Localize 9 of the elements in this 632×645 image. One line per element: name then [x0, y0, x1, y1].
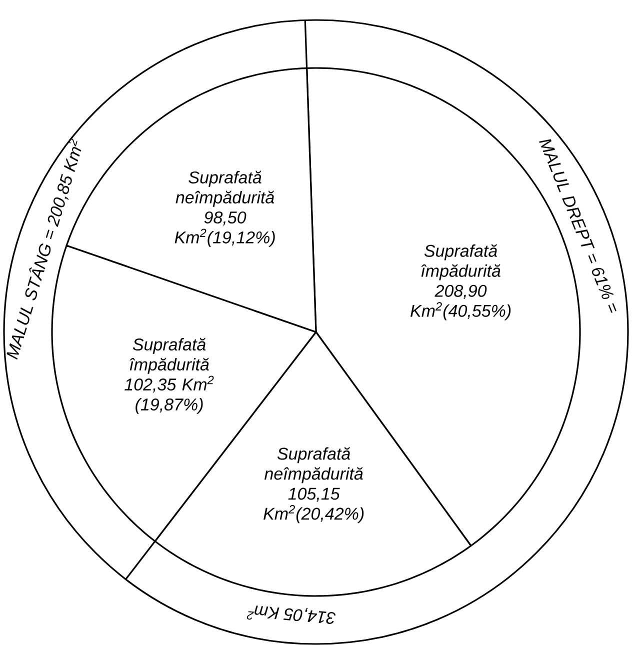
slice-label: Suprafată neîmpădurită: [264, 447, 363, 484]
data-label: 105,15 Km$^{2}$(20,42%): [264, 488, 364, 524]
data-label: 208,90 Km$^{2}$(40,55%): [410, 284, 511, 320]
data-label: 98,50 Km$^{2}$(19,12%): [174, 211, 275, 247]
text: 102,35 Km$^{2}$ (19,87%): [124, 376, 214, 414]
slice-label: Suprafată împădurită: [421, 244, 500, 280]
text: 314,05 Km$^{2}$: [246, 606, 336, 624]
slice-label: Suprafată neîmpădurită: [176, 170, 274, 207]
slice-label: Suprafată împădurită: [130, 338, 209, 374]
